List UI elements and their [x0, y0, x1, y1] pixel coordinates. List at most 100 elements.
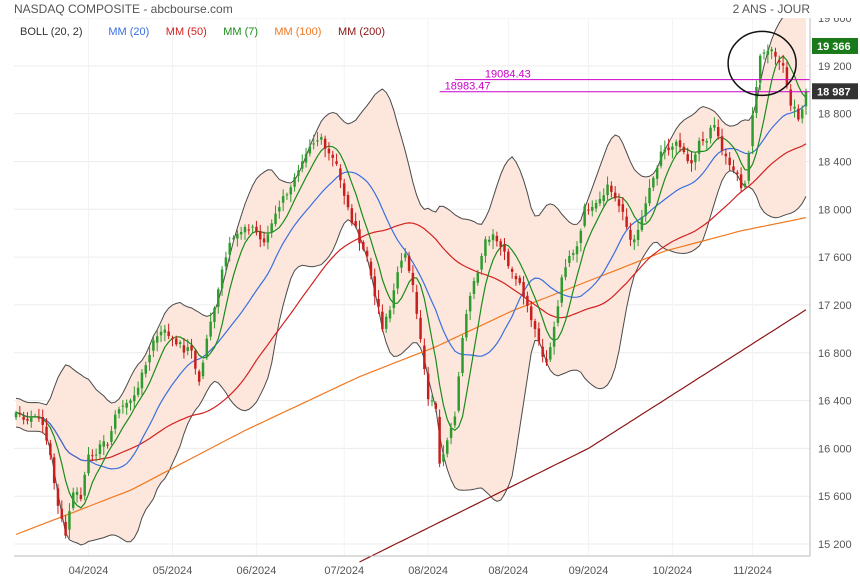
candle [606, 176, 609, 202]
legend-item[interactable]: MM (100) [274, 26, 321, 38]
candle-body [140, 372, 144, 389]
candle [785, 61, 789, 89]
candle-body [583, 206, 586, 226]
candle-body [743, 183, 747, 187]
candle [724, 148, 728, 165]
candle-body [552, 326, 556, 347]
stock-chart[interactable]: 15 200 15 600 16 000 16 400 16 800 17 200 17 6… [0, 18, 860, 578]
candle [766, 44, 770, 64]
candle [743, 180, 747, 189]
candle [281, 189, 285, 212]
candle [159, 325, 163, 342]
candle-body [220, 269, 224, 289]
candle [354, 212, 357, 229]
y-tick-label: 17 600 [818, 252, 852, 264]
candle [26, 412, 29, 425]
candle [545, 350, 548, 366]
candle [495, 231, 499, 247]
candle-body [629, 229, 632, 240]
candle-body [388, 310, 392, 319]
candle-body [694, 154, 697, 163]
candle-body [400, 260, 403, 268]
candle [83, 471, 86, 501]
y-tick-label: 15 200 [818, 539, 852, 551]
candle [674, 139, 678, 154]
candle [106, 442, 109, 449]
candle-body [442, 454, 445, 462]
candle-body [167, 331, 170, 337]
legend-item[interactable]: MM (7) [223, 26, 258, 38]
candle [793, 99, 796, 118]
legend-item[interactable]: MM (50) [166, 26, 207, 38]
candle-body [194, 350, 197, 369]
candle-body [545, 358, 548, 363]
legend-item[interactable]: BOLL (20, 2) [20, 26, 83, 38]
candle [629, 222, 632, 247]
candle [652, 176, 655, 192]
candle-body [68, 511, 71, 530]
candle [197, 369, 201, 386]
candle-body [312, 143, 315, 145]
legend-item[interactable]: MM (20) [108, 26, 149, 38]
x-tick-label: 05/2024 [153, 565, 193, 577]
candle-body [510, 268, 514, 272]
candle-body [396, 272, 399, 289]
candle [285, 192, 289, 200]
candle [755, 80, 758, 119]
candle [251, 224, 254, 233]
candle [312, 134, 315, 150]
candle-body [155, 336, 159, 343]
candle-body [655, 167, 659, 179]
candle [465, 309, 468, 342]
candle [247, 224, 251, 235]
candle [526, 291, 529, 313]
candle-body [289, 187, 293, 195]
candle-body [446, 440, 449, 454]
candle [781, 54, 785, 73]
candle-body [18, 413, 22, 415]
candle-body [789, 89, 792, 106]
candle-body [659, 151, 663, 166]
level-label: 18983.47 [445, 81, 491, 93]
candle [117, 406, 121, 419]
candle-body [495, 235, 499, 242]
candle-body [98, 444, 102, 455]
candle-body [423, 345, 426, 370]
candle-body [591, 206, 594, 211]
candle [274, 205, 277, 227]
candle [529, 300, 533, 328]
candle-body [415, 291, 418, 314]
candle-body [518, 277, 522, 283]
candle-body [602, 195, 605, 202]
candle-body [617, 199, 621, 206]
candle [396, 266, 399, 295]
candle [308, 139, 312, 157]
candle-body [716, 127, 720, 137]
candle-body [549, 347, 552, 360]
candle-body [26, 418, 29, 421]
candle [152, 336, 155, 358]
candle-body [587, 209, 590, 211]
candle-body [91, 455, 94, 457]
x-tick-label: 06/2024 [237, 565, 277, 577]
candle [167, 323, 170, 340]
candle-body [152, 340, 155, 351]
candle [182, 338, 186, 359]
candle [472, 277, 476, 299]
candle [60, 500, 64, 523]
candle-body [259, 231, 262, 240]
candle [362, 240, 365, 252]
candle-body [125, 402, 128, 408]
candle-body [365, 250, 369, 257]
candle [705, 138, 709, 150]
candle-body [571, 253, 575, 255]
candle [239, 226, 243, 240]
candle-body [621, 204, 625, 212]
candle [571, 249, 575, 261]
candle [220, 266, 224, 296]
candle-body [136, 387, 140, 395]
candle [304, 147, 308, 168]
legend-item[interactable]: MM (200) [338, 26, 385, 38]
period-selector[interactable]: 2 ANS - JOUR [732, 2, 810, 16]
candle-body [736, 172, 739, 174]
